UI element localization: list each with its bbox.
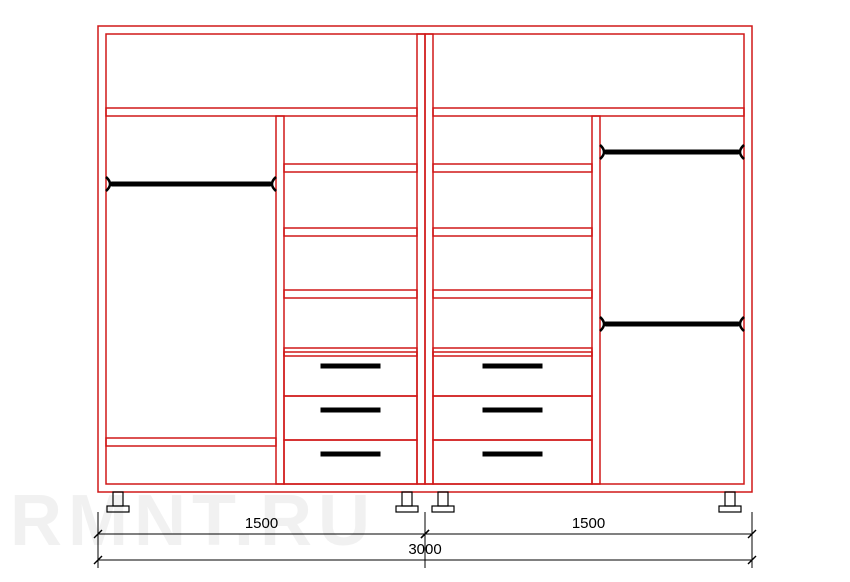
svg-text:3000: 3000	[408, 541, 441, 558]
wardrobe-drawing: 1500 1500 3000	[0, 0, 850, 582]
svg-text:1500: 1500	[245, 515, 278, 532]
svg-text:1500: 1500	[572, 515, 605, 532]
